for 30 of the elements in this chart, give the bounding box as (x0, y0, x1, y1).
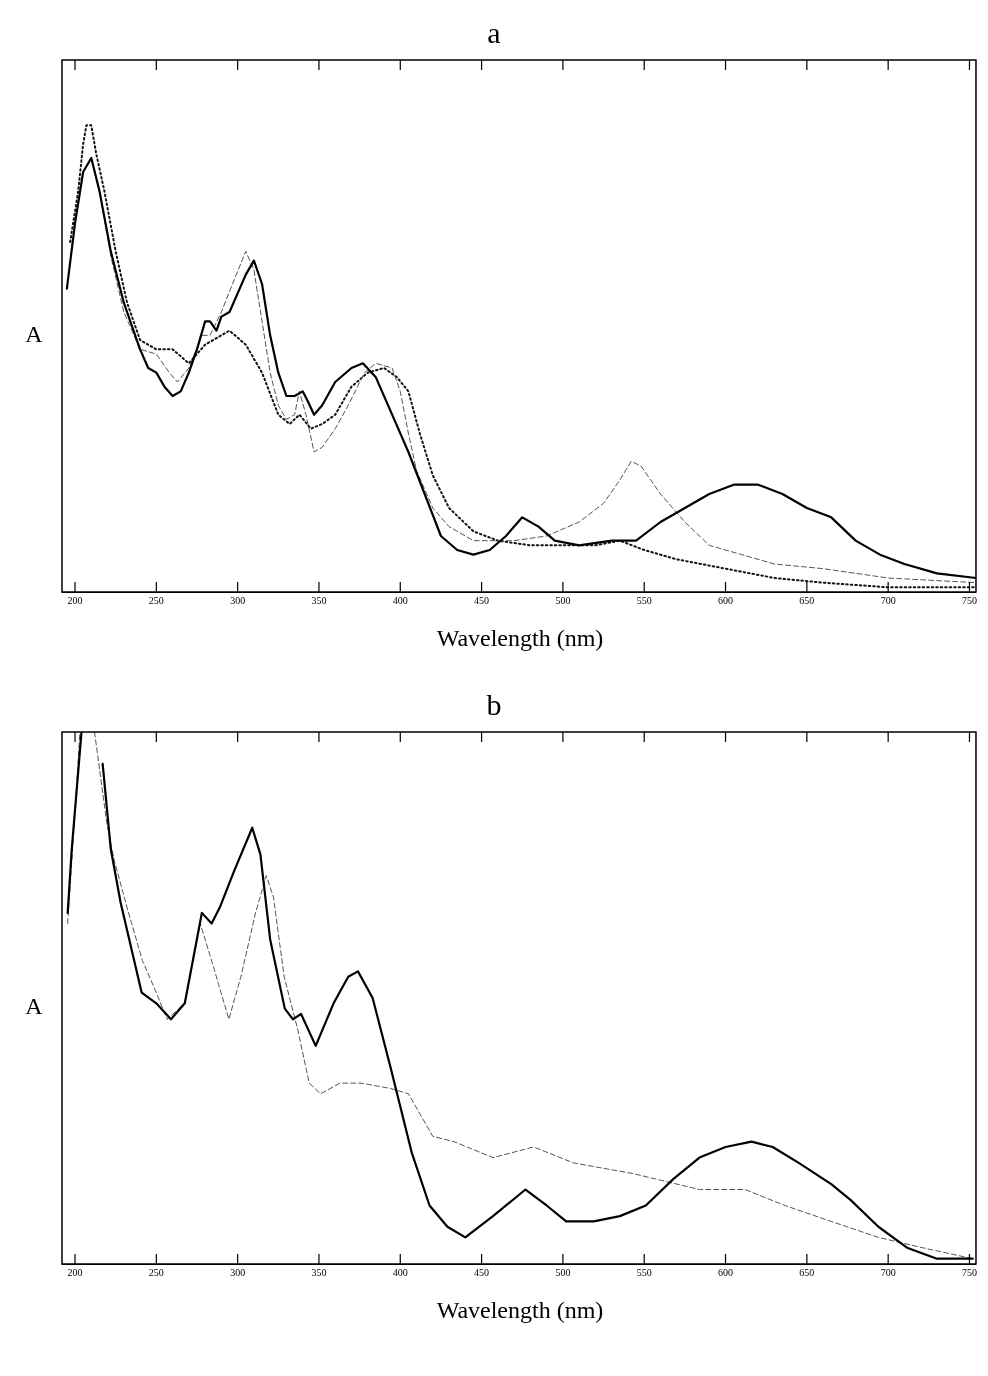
x-tick-label: 700 (880, 594, 896, 606)
x-tick-label: 650 (799, 594, 815, 606)
chart-title: b (485, 687, 503, 723)
x-tick-label: 200 (67, 594, 83, 606)
x-tick-label: 250 (148, 594, 164, 606)
chart-title: a (486, 15, 502, 51)
x-tick-label: 400 (392, 1266, 408, 1278)
x-tick-label: 250 (148, 1266, 164, 1278)
x-tick-label: 500 (555, 1266, 571, 1278)
x-tick-label: 400 (392, 594, 408, 606)
x-tick-label: 750 (961, 594, 977, 606)
x-tick-label: 600 (718, 594, 734, 606)
x-tick-label: 450 (474, 1266, 490, 1278)
x-tick-label: 600 (718, 1266, 734, 1278)
x-tick-label: 550 (636, 1266, 652, 1278)
x-tick-label: 750 (961, 1266, 977, 1278)
x-tick-label: 450 (474, 594, 490, 606)
x-tick-label: 350 (311, 594, 327, 606)
x-tick-label: 300 (230, 594, 246, 606)
x-tick-label: 650 (799, 1266, 815, 1278)
x-axis-title: Wavelength (nm) (435, 624, 605, 653)
x-tick-label: 700 (880, 1266, 896, 1278)
x-tick-label: 550 (636, 594, 652, 606)
x-axis-title: Wavelength (nm) (435, 1296, 605, 1325)
x-tick-label: 300 (230, 1266, 246, 1278)
x-tick-label: 200 (67, 1266, 83, 1278)
y-axis-title: A (24, 992, 44, 1020)
x-tick-label: 350 (311, 1266, 327, 1278)
x-tick-label: 500 (555, 594, 571, 606)
y-axis-title: A (24, 320, 44, 348)
